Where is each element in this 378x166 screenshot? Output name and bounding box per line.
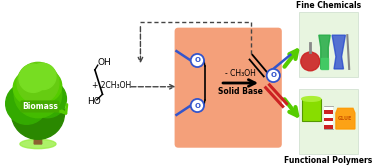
Circle shape [301, 52, 320, 71]
Polygon shape [332, 35, 345, 69]
Text: O: O [270, 73, 276, 79]
FancyBboxPatch shape [175, 28, 282, 148]
FancyBboxPatch shape [324, 122, 333, 125]
FancyBboxPatch shape [324, 114, 333, 118]
FancyBboxPatch shape [302, 99, 321, 122]
Text: GLUE: GLUE [338, 116, 353, 121]
Text: OH: OH [98, 58, 112, 67]
Circle shape [191, 99, 204, 112]
Circle shape [17, 62, 59, 104]
FancyBboxPatch shape [324, 110, 333, 114]
Circle shape [6, 83, 48, 124]
Polygon shape [336, 108, 355, 129]
Ellipse shape [20, 139, 56, 149]
FancyBboxPatch shape [324, 125, 333, 129]
Polygon shape [34, 113, 42, 144]
FancyBboxPatch shape [299, 89, 358, 154]
Ellipse shape [302, 97, 321, 101]
Polygon shape [319, 35, 330, 69]
FancyBboxPatch shape [324, 106, 333, 110]
FancyArrowPatch shape [57, 105, 67, 113]
Circle shape [266, 69, 280, 82]
FancyBboxPatch shape [299, 12, 358, 77]
Text: - CH₃OH: - CH₃OH [225, 69, 256, 78]
Text: Fine Chemicals: Fine Chemicals [296, 1, 361, 10]
Circle shape [14, 71, 62, 118]
Text: + 2CH₃OH: + 2CH₃OH [92, 81, 132, 90]
Circle shape [11, 87, 65, 139]
Circle shape [191, 54, 204, 67]
Circle shape [29, 63, 56, 90]
Polygon shape [321, 58, 328, 69]
Text: Functional Polymers: Functional Polymers [284, 156, 372, 165]
Circle shape [19, 64, 48, 92]
Text: Solid Base: Solid Base [218, 87, 262, 96]
Circle shape [29, 70, 62, 102]
Text: O: O [194, 57, 200, 63]
Circle shape [28, 80, 67, 118]
Text: O: O [194, 103, 200, 109]
Circle shape [13, 71, 48, 105]
Text: Biomass: Biomass [22, 102, 58, 111]
FancyBboxPatch shape [324, 118, 333, 122]
Text: HO: HO [87, 97, 101, 106]
